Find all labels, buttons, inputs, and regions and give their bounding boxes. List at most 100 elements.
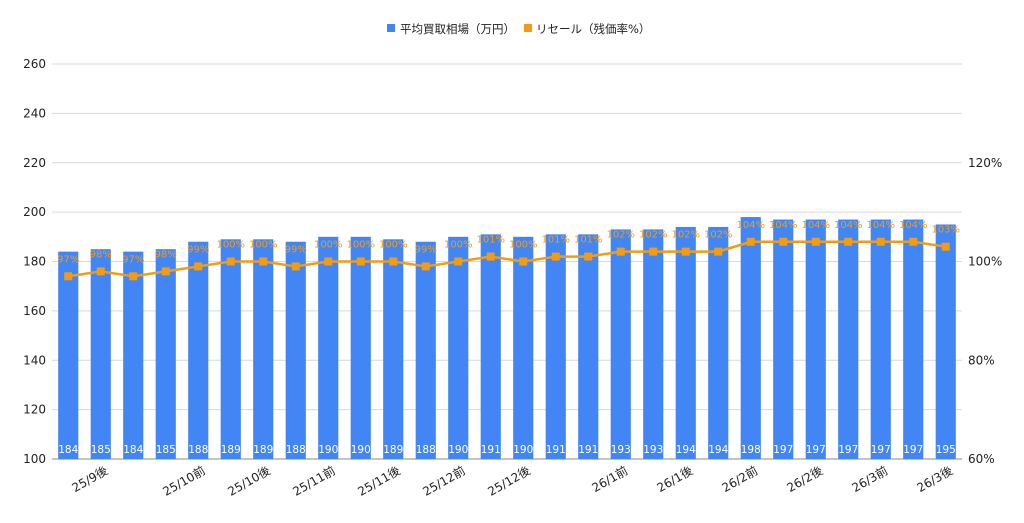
line-point (779, 237, 788, 246)
line-point-label: 99% (415, 244, 437, 255)
line-point-label: 100% (314, 240, 343, 251)
x-tick-label: 26/1後 (655, 463, 696, 495)
legend-label-bar: 平均買取相場（万円） (400, 22, 515, 36)
bar-value-label: 188 (416, 444, 436, 456)
line-point-label: 100% (509, 240, 538, 251)
line-point-label: 104% (834, 220, 863, 231)
bar (805, 219, 826, 459)
x-tick-label: 26/3後 (915, 463, 956, 495)
bar-value-labels: 184 185 184 185 188 189 189 188 190 190 189 188 190 1… (58, 444, 956, 456)
bar-value-label: 189 (253, 444, 273, 456)
y-left-tick-label: 160 (23, 304, 46, 318)
bar-value-label: 188 (188, 444, 208, 456)
line-point-label: 101% (476, 235, 505, 246)
line-point (226, 257, 235, 266)
line-point (909, 237, 918, 246)
bar (220, 239, 241, 459)
line-point-label: 101% (541, 235, 570, 246)
line-point-label: 103% (931, 225, 960, 236)
bar-value-label: 185 (91, 444, 111, 456)
bar-value-label: 195 (936, 444, 956, 456)
line-point-label: 102% (606, 230, 635, 241)
bar-value-label: 198 (741, 444, 761, 456)
bar (513, 236, 534, 459)
bar-value-label: 189 (221, 444, 241, 456)
line-point (356, 257, 365, 266)
left-axis-ticks: 100 120 140 160 180 200 220 240 260 (23, 57, 46, 466)
y-left-tick-label: 100 (23, 452, 46, 466)
bar (58, 251, 79, 459)
line-point-label: 97% (57, 254, 79, 265)
y-right-tick-label: 120% (968, 156, 1002, 170)
y-left-tick-label: 260 (23, 57, 46, 71)
bar (675, 226, 696, 459)
bar-value-label: 184 (58, 444, 78, 456)
right-axis-ticks: 60% 80% 100% 120% (968, 156, 1002, 466)
legend-label-line: リセール（残価率%） (536, 22, 650, 36)
bar-value-label: 193 (643, 444, 663, 456)
bar (935, 224, 956, 459)
line-point (714, 247, 723, 256)
line-point-label: 100% (346, 240, 375, 251)
bar (643, 229, 664, 459)
bar (415, 241, 436, 459)
line-point (486, 252, 495, 261)
bar-value-label: 190 (513, 444, 533, 456)
bar (383, 239, 404, 459)
line-point (129, 272, 138, 281)
bar-value-label: 197 (871, 444, 891, 456)
line-point-label: 104% (899, 220, 928, 231)
bar-value-label: 185 (156, 444, 176, 456)
line-point (519, 257, 528, 266)
x-tick-label: 26/2後 (785, 463, 826, 495)
bar-value-label: 197 (903, 444, 923, 456)
bar-value-label: 191 (546, 444, 566, 456)
x-tick-label: 25/11前 (290, 463, 338, 499)
y-right-tick-label: 60% (968, 452, 995, 466)
line-point-label: 104% (736, 220, 765, 231)
bar (448, 236, 469, 459)
line-point (649, 247, 658, 256)
legend: 平均買取相場（万円） リセール（残価率%） (387, 22, 650, 36)
x-tick-label: 26/2前 (719, 463, 760, 495)
x-tick-label: 26/1前 (589, 463, 630, 495)
line-point (324, 257, 333, 266)
bar (188, 241, 209, 459)
x-tick-label: 25/12後 (485, 463, 532, 498)
y-left-tick-label: 140 (23, 353, 46, 367)
line-point (194, 262, 203, 271)
bar (480, 234, 501, 459)
x-tick-label: 26/3前 (849, 463, 890, 495)
line-point (96, 267, 105, 276)
bar-value-label: 197 (773, 444, 793, 456)
line-point (454, 257, 463, 266)
line-point (161, 267, 170, 276)
line-point-label: 104% (769, 220, 798, 231)
x-axis-ticks: 25/9後 25/10前 25/10後 25/11前 25/11後 25/12前 25/12… (70, 463, 956, 499)
y-left-tick-label: 220 (23, 156, 46, 170)
line-point (681, 247, 690, 256)
bar-value-label: 189 (383, 444, 403, 456)
bar (578, 234, 599, 459)
line-point-label: 99% (187, 244, 209, 255)
bar (155, 249, 176, 459)
y-left-tick-label: 120 (23, 403, 46, 417)
bar (708, 226, 729, 459)
bar (773, 219, 794, 459)
x-tick-label: 25/10後 (225, 463, 272, 498)
line-point (259, 257, 268, 266)
line-point-label: 100% (444, 240, 473, 251)
bar (318, 236, 339, 459)
legend-swatch-bar (387, 24, 395, 32)
line-path (68, 240, 946, 278)
bar-value-label: 193 (611, 444, 631, 456)
bar-value-label: 190 (448, 444, 468, 456)
bar (610, 229, 631, 459)
x-tick-label: 25/10前 (160, 463, 208, 499)
line-point (811, 237, 820, 246)
line-point-labels: 97% 98% 97% 98% 99% 100% 100% 99% 100% 100% 100% 99… (57, 220, 960, 266)
bar-value-label: 184 (123, 444, 143, 456)
bar-value-label: 197 (806, 444, 826, 456)
